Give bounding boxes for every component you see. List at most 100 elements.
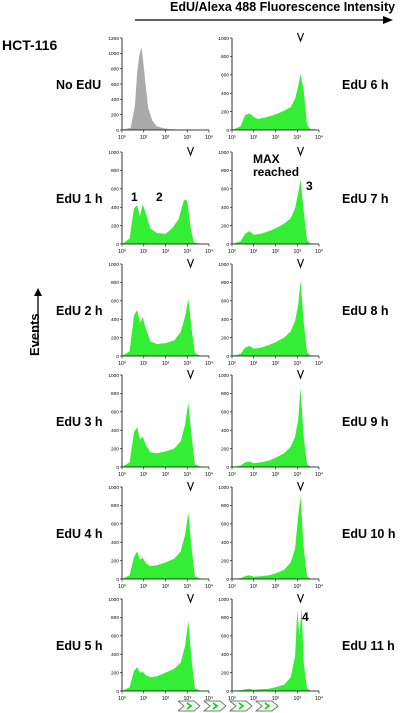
y-tick-label: 600 [111,522,119,528]
chevron-icon [254,700,279,712]
histogram-area [122,512,209,579]
y-tick-label: 800 [221,503,229,509]
y-tick-label: 1000 [218,597,229,603]
x-tick-label: 10¹ [140,135,148,141]
y-tick-label: 0 [116,577,119,583]
histogram-area [232,179,319,244]
x-tick-label: 10¹ [140,584,148,590]
y-tick-label: 600 [111,187,119,193]
max-marker-icon [296,593,305,604]
x-tick-label: 10⁰ [118,135,126,141]
y-tick-label: 800 [111,168,119,174]
y-tick-label: 1000 [108,373,119,379]
y-tick-label: 400 [111,652,119,658]
x-tick-label: 10³ [294,584,302,590]
x-tick-label: 10² [272,249,280,255]
chevron-arrow-icon [212,702,219,710]
y-tick-label: 600 [221,410,229,416]
x-tick-label: 10² [272,361,280,367]
x-tick-label: 10³ [294,472,302,478]
x-tick-label: 10² [272,696,280,702]
condition-label: EdU 1 h [56,192,103,206]
max-marker-icon [186,593,195,604]
histogram-area [122,621,209,691]
x-tick-label: 10⁴ [205,584,213,590]
x-tick-label: 10³ [184,249,192,255]
y-tick-label: 800 [221,391,229,397]
y-tick-label: 600 [111,634,119,640]
peak-4-label: 4 [302,610,309,624]
peak-3-label: 3 [306,179,313,193]
y-tick-label: 1000 [108,485,119,491]
y-tick-label: 400 [221,428,229,434]
x-tick-label: 10² [272,472,280,478]
y-tick-label: 1000 [218,262,229,268]
max-marker-icon [186,369,195,380]
max-marker-icon [296,258,305,269]
x-tick-label: 10³ [184,361,192,367]
histogram-area [122,199,209,244]
histogram-area [232,280,319,356]
y-tick-label: 1000 [108,597,119,603]
max-marker-icon [296,32,305,43]
max-reached-label: MAX reached [253,152,300,179]
y-tick-label: 1000 [108,150,119,156]
chevron-row [178,700,279,712]
chevron-arrow-icon [186,702,193,710]
x-tick-label: 10⁴ [315,361,323,367]
y-tick-label: 400 [221,205,229,211]
histogram-panel-edu-11-h: 0 200 400 600 800 1000 10⁰ 10¹ 10² 10³ 10⁴ [218,593,323,702]
y-tick-label: 200 [221,109,229,115]
fluorescence-axis-arrow [135,16,393,24]
histogram-area [122,402,209,467]
x-tick-label: 10¹ [250,249,258,255]
y-tick-label: 200 [221,558,229,564]
histogram-area [232,496,319,579]
y-tick-label: 600 [111,82,119,88]
y-tick-label: 600 [221,73,229,79]
x-tick-label: 10⁴ [205,249,213,255]
y-tick-label: 200 [111,335,119,341]
y-tick-label: 400 [111,205,119,211]
max-marker-icon [296,146,305,157]
x-tick-label: 10² [162,696,170,702]
y-tick-label: 800 [111,391,119,397]
x-tick-label: 10¹ [250,696,258,702]
x-tick-label: 10⁰ [118,584,126,590]
y-tick-label: 0 [226,242,229,248]
x-tick-label: 10² [272,584,280,590]
condition-label: EdU 2 h [56,304,103,318]
x-tick-label: 10⁴ [315,249,323,255]
condition-label: EdU 7 h [342,192,389,206]
y-tick-label: 0 [226,689,229,695]
x-tick-label: 10¹ [140,361,148,367]
x-tick-label: 10³ [294,361,302,367]
histogram-panel-edu-7-h: 0 200 400 600 800 1000 10⁰ 10¹ 10² 10³ 10⁴ [218,146,323,255]
chevron-arrow-icon [264,702,271,710]
histogram-area [232,73,319,130]
y-tick-label: 200 [221,446,229,452]
events-axis-label: Events [27,313,42,356]
y-tick-label: 400 [111,97,119,103]
y-tick-label: 600 [111,299,119,305]
x-tick-label: 10³ [184,472,192,478]
histogram-area [122,299,209,356]
histogram-panel-edu-10-h: 0 200 400 600 800 1000 10⁰ 10¹ 10² 10³ 10⁴ [218,481,323,590]
x-tick-label: 10¹ [140,472,148,478]
y-tick-label: 800 [111,280,119,286]
x-tick-label: 10¹ [250,584,258,590]
y-tick-label: 400 [221,91,229,97]
figure-title: EdU/Alexa 488 Fluorescence Intensity [170,0,396,14]
condition-label: EdU 4 h [56,527,103,541]
x-tick-label: 10⁴ [315,584,323,590]
y-tick-label: 200 [221,223,229,229]
y-tick-label: 200 [221,670,229,676]
y-tick-label: 200 [111,670,119,676]
y-tick-label: 0 [226,354,229,360]
y-tick-label: 400 [221,540,229,546]
y-tick-label: 800 [111,615,119,621]
y-tick-label: 600 [221,187,229,193]
histogram-panel-edu-8-h: 0 200 400 600 800 1000 10⁰ 10¹ 10² 10³ 10⁴ [218,258,323,367]
y-tick-label: 400 [221,317,229,323]
histogram-panel-no-edu: 0 200 400 600 800 1000 1200 10⁰ 10¹ 10² 10³ 10⁴ [108,36,213,141]
